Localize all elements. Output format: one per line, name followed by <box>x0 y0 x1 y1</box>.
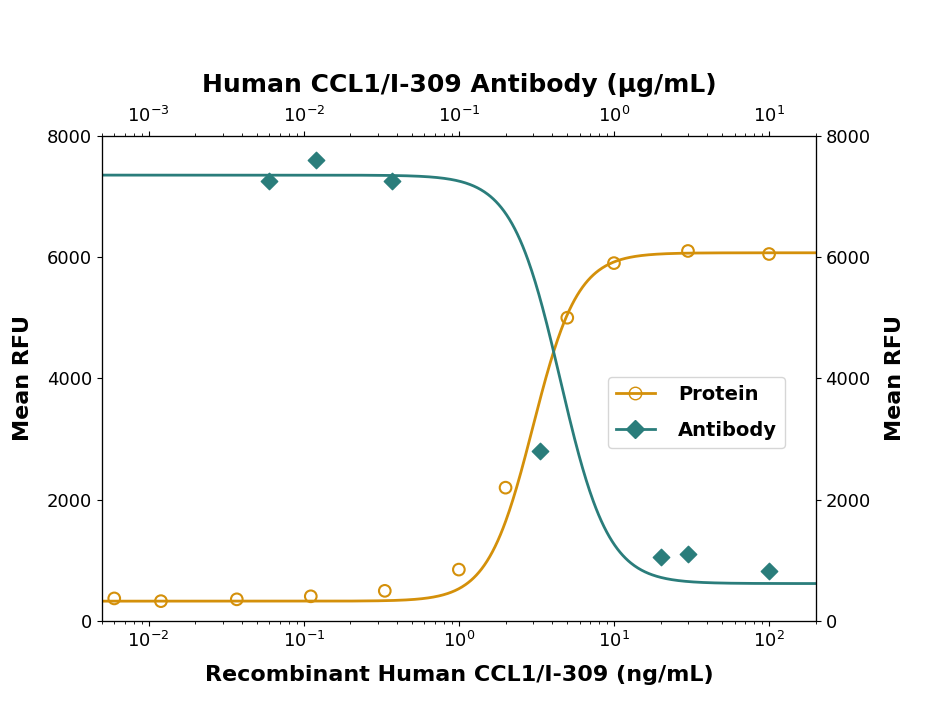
Point <box>762 248 777 260</box>
Point <box>680 245 695 256</box>
Point <box>451 564 466 575</box>
Point <box>498 482 513 493</box>
X-axis label: Recombinant Human CCL1/I-309 (ng/mL): Recombinant Human CCL1/I-309 (ng/mL) <box>205 665 713 685</box>
Point <box>303 590 318 602</box>
Point <box>229 593 244 605</box>
Point <box>835 575 850 586</box>
Y-axis label: Mean RFU: Mean RFU <box>884 316 905 441</box>
Point <box>262 176 277 187</box>
Point <box>377 585 392 597</box>
Y-axis label: Mean RFU: Mean RFU <box>13 316 33 441</box>
X-axis label: Human CCL1/I-309 Antibody (μg/mL): Human CCL1/I-309 Antibody (μg/mL) <box>201 73 717 97</box>
Point <box>107 593 121 604</box>
Point <box>309 154 324 166</box>
Point <box>606 257 621 268</box>
Point <box>680 548 695 560</box>
Point <box>654 552 668 563</box>
Point <box>762 565 777 576</box>
Point <box>385 176 400 187</box>
Point <box>560 312 575 323</box>
Legend: Protein, Antibody: Protein, Antibody <box>608 377 784 448</box>
Point <box>917 580 927 592</box>
Point <box>532 446 547 457</box>
Point <box>154 595 169 607</box>
